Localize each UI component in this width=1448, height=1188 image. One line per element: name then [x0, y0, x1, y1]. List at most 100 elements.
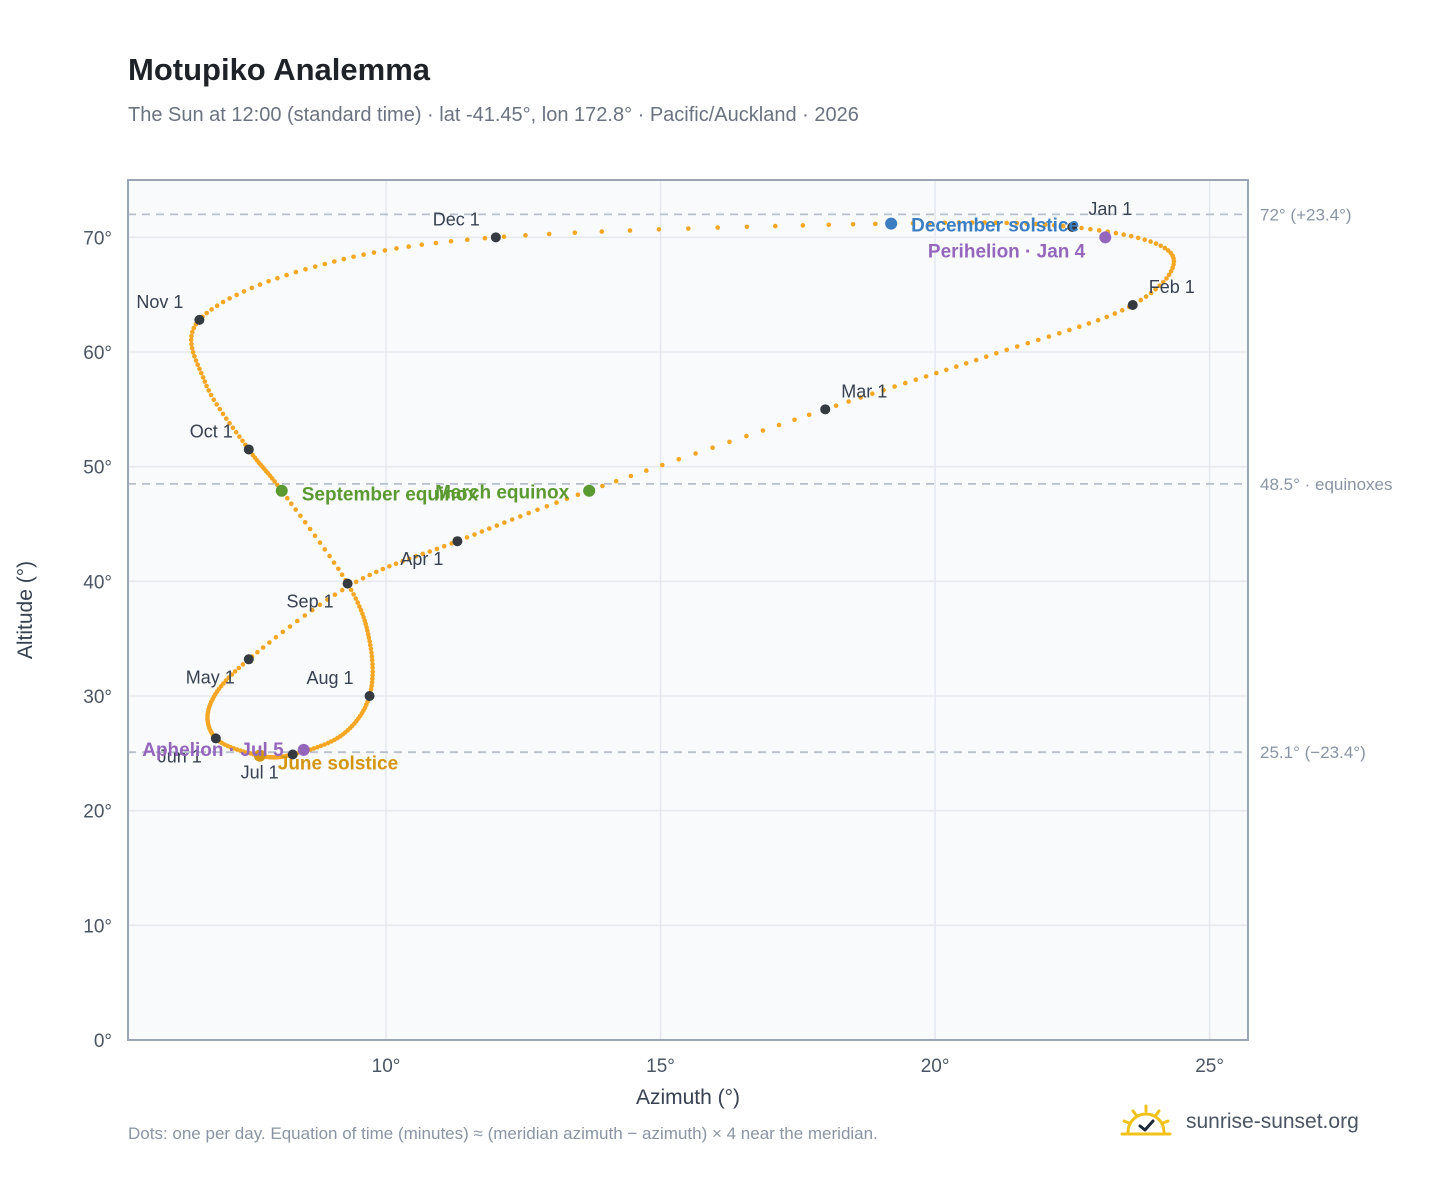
daily-sun-dot	[806, 412, 812, 418]
daily-sun-dot	[509, 517, 515, 522]
daily-sun-dot	[255, 649, 260, 655]
daily-sun-dot	[237, 434, 242, 439]
daily-sun-dot	[382, 248, 388, 253]
brand-logo[interactable]: sunrise-sunset.org	[1120, 1104, 1359, 1140]
month-label: Jun 1	[158, 746, 202, 766]
daily-sun-dot	[371, 250, 377, 255]
daily-sun-dot	[190, 349, 196, 355]
daily-sun-dot	[322, 547, 328, 552]
event-label: December solstice	[911, 216, 1079, 237]
daily-sun-dot	[419, 242, 425, 247]
daily-sun-dot	[564, 496, 570, 502]
daily-sun-dot	[464, 535, 470, 540]
daily-sun-dot	[881, 387, 886, 393]
daily-sun-dot	[336, 566, 341, 572]
daily-sun-dot	[202, 379, 208, 384]
daily-sun-dot	[190, 329, 195, 335]
month-label: Jan 1	[1088, 199, 1132, 219]
daily-sun-dot	[214, 402, 219, 407]
daily-sun-dot	[204, 383, 209, 389]
event-marker	[275, 484, 288, 497]
daily-sun-dot	[982, 220, 987, 225]
daily-sun-dot	[1153, 287, 1158, 292]
daily-sun-dot	[368, 642, 373, 648]
event-marker	[1099, 231, 1112, 244]
daily-sun-dot	[644, 468, 649, 473]
daily-sun-dot	[227, 421, 232, 426]
daily-sun-dot	[394, 246, 399, 251]
daily-sun-dot	[200, 375, 206, 380]
daily-sun-dot	[1095, 317, 1101, 323]
daily-sun-dot	[1036, 337, 1041, 343]
daily-sun-dot	[380, 566, 386, 572]
daily-sun-dot	[327, 553, 332, 559]
daily-sun-dot	[744, 224, 750, 230]
daily-sun-dot	[374, 569, 379, 575]
daily-sun-dot	[1024, 221, 1029, 226]
daily-sun-dot	[310, 607, 315, 613]
daily-sun-dot	[197, 366, 202, 372]
daily-sun-dot	[944, 367, 949, 373]
daily-sun-dot	[341, 256, 347, 262]
daily-sun-dot	[192, 354, 197, 359]
daily-sun-dot	[355, 600, 361, 605]
daily-sun-dot	[954, 364, 959, 369]
event-label: Aphelion · Jul 5	[142, 740, 284, 761]
daily-sun-dot	[298, 513, 303, 519]
event-label: Perihelion · Jan 4	[928, 241, 1086, 262]
daily-sun-dot	[339, 572, 345, 577]
daily-sun-dot	[353, 579, 359, 585]
daily-sun-dot	[209, 307, 214, 312]
daily-sun-dot	[1161, 279, 1166, 285]
daily-sun-dot	[1120, 308, 1125, 313]
daily-sun-dot	[627, 228, 633, 233]
month-marker	[194, 314, 205, 325]
daily-sun-dot	[1121, 232, 1126, 237]
daily-sun-dot	[1033, 221, 1039, 227]
x-tick-label: 20°	[921, 1056, 950, 1077]
daily-sun-dot	[1112, 311, 1118, 316]
daily-sun-dot	[293, 269, 299, 275]
daily-sun-dot	[1004, 220, 1009, 226]
y-tick-label: 70°	[83, 228, 112, 249]
daily-sun-dot	[1014, 344, 1020, 349]
daily-sun-dot	[289, 501, 294, 507]
daily-sun-dot	[535, 507, 540, 513]
month-marker	[210, 733, 221, 744]
daily-sun-dot	[357, 604, 362, 609]
month-marker	[364, 691, 375, 701]
daily-sun-dot	[776, 422, 782, 428]
chart-footnote: Dots: one per day. Equation of time (min…	[128, 1124, 878, 1143]
y-tick-label: 10°	[83, 916, 112, 937]
daily-sun-dot	[348, 587, 354, 593]
y-axis-label: Altitude (°)	[14, 561, 37, 659]
month-label: Feb 1	[1149, 277, 1195, 297]
daily-sun-dot	[1079, 225, 1084, 231]
daily-sun-dot	[1168, 268, 1174, 274]
daily-sun-dot	[792, 417, 797, 423]
daily-sun-dot	[236, 665, 242, 671]
daily-sun-dot	[367, 572, 373, 578]
event-label: March equinox	[435, 483, 570, 504]
daily-sun-dot	[1148, 290, 1154, 296]
event-marker	[253, 749, 266, 762]
daily-sun-dot	[351, 254, 356, 260]
daily-sun-dot	[358, 607, 364, 613]
daily-sun-dot	[710, 445, 715, 451]
daily-sun-dot	[360, 611, 365, 616]
daily-sun-dot	[676, 457, 682, 462]
chart-subtitle: The Sun at 12:00 (standard time) · lat -…	[128, 104, 859, 126]
daily-sun-dot	[994, 351, 999, 356]
daily-sun-dot	[241, 289, 247, 294]
month-marker	[243, 444, 254, 455]
daily-sun-dot	[1060, 223, 1066, 229]
plot-area	[128, 180, 1248, 1040]
daily-sun-dot	[285, 495, 290, 501]
daily-sun-dot	[189, 341, 194, 347]
daily-sun-dot	[693, 451, 698, 456]
daily-sun-dot	[240, 438, 245, 444]
daily-sun-dot	[303, 267, 308, 272]
daily-sun-dot	[206, 388, 211, 393]
daily-sun-dot	[494, 523, 500, 528]
daily-sun-dot	[502, 520, 507, 525]
